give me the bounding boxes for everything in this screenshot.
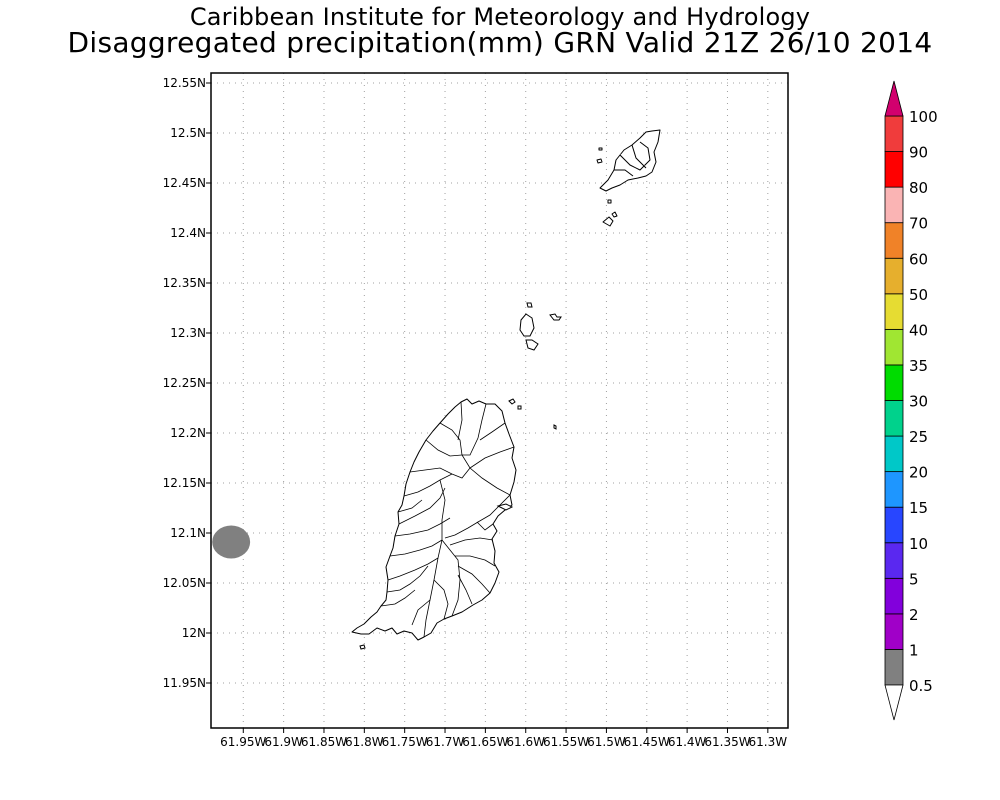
lon-tick-label: 61.6W xyxy=(506,735,545,749)
colorbar-label: 80 xyxy=(909,179,928,197)
lon-tick-label: 61.95W xyxy=(220,735,266,749)
colorbar-label: 40 xyxy=(909,321,928,339)
colorbar-label: 70 xyxy=(909,215,928,233)
colorbar-label: 10 xyxy=(909,535,928,553)
colorbar-label: 30 xyxy=(909,393,928,411)
lon-tick-label: 61.85W xyxy=(301,735,347,749)
lat-tick-label: 12.3N xyxy=(170,326,206,340)
latitude-axis: 12.55N 12.5N 12.45N 12.4N 12.35N 12.3N 12.25N 1… xyxy=(163,76,211,690)
colorbar-swatch xyxy=(884,257,904,295)
colorbar-swatch xyxy=(884,435,904,473)
lat-tick-label: 12.15N xyxy=(163,476,206,490)
lat-tick-label: 11.95N xyxy=(163,676,206,690)
colorbar-swatch xyxy=(884,400,904,437)
grenada-island xyxy=(351,398,517,641)
lon-tick-label: 61.35W xyxy=(704,735,750,749)
lat-tick-label: 12.35N xyxy=(163,276,206,290)
colorbar-swatch xyxy=(884,506,904,544)
colorbar-swatch xyxy=(884,649,904,686)
colorbar-swatch xyxy=(884,577,904,615)
precip-area xyxy=(212,525,251,559)
lon-tick-label: 61.3W xyxy=(749,735,788,749)
colorbar-label: 5 xyxy=(909,570,919,588)
colorbar-swatch xyxy=(884,471,904,508)
plot-frame xyxy=(210,72,789,729)
chart-title: Caribbean Institute for Meteorology and … xyxy=(189,3,811,31)
colorbar-label: 60 xyxy=(909,250,928,268)
colorbar-swatch xyxy=(884,222,904,259)
lat-tick-label: 12.4N xyxy=(170,226,206,240)
grenada-islets xyxy=(359,398,557,650)
colorbar-swatch xyxy=(884,542,904,579)
lon-tick-label: 61.7W xyxy=(426,735,465,749)
lat-tick-label: 12.45N xyxy=(163,176,206,190)
lon-tick-label: 61.8W xyxy=(345,735,384,749)
colorbar-label: 2 xyxy=(909,606,919,624)
colorbar-label: 25 xyxy=(909,428,928,446)
colorbar-swatch xyxy=(884,115,904,152)
middle-islets xyxy=(519,302,562,351)
colorbar-label: 20 xyxy=(909,464,928,482)
chart-subtitle: Disaggregated precipitation(mm) GRN Vali… xyxy=(67,26,933,59)
lat-tick-label: 12.25N xyxy=(163,376,206,390)
lon-tick-label: 61.4W xyxy=(668,735,707,749)
colorbar-label: 90 xyxy=(909,144,928,162)
grid-lines xyxy=(211,73,788,728)
colorbar-swatch xyxy=(884,328,904,366)
grenada-boundaries xyxy=(380,401,515,638)
colorbar-swatch xyxy=(884,186,904,224)
colorbar-label: 50 xyxy=(909,286,928,304)
lat-tick-label: 12.1N xyxy=(170,526,206,540)
colorbar-label: 1 xyxy=(909,641,919,659)
lat-tick-label: 12.5N xyxy=(170,126,206,140)
carriacou-island xyxy=(596,129,661,227)
lon-tick-label: 61.75W xyxy=(382,735,428,749)
colorbar-label: 0.5 xyxy=(909,677,933,695)
precipitation-layer xyxy=(212,525,251,559)
colorbar-swatch xyxy=(884,151,904,188)
longitude-axis: 61.95W61.9W61.85W61.8W61.75W61.7W61.65W6… xyxy=(220,728,787,749)
colorbar-swatch xyxy=(884,613,904,650)
lon-tick-label: 61.9W xyxy=(264,735,303,749)
colorbar-lower-arrow xyxy=(884,684,904,721)
colorbar-swatch xyxy=(884,293,904,330)
colorbar-label: 35 xyxy=(909,357,928,375)
lon-tick-label: 61.65W xyxy=(462,735,508,749)
colorbar-label: 15 xyxy=(909,499,928,517)
lat-tick-label: 12.05N xyxy=(163,576,206,590)
colorbar-label: 100 xyxy=(909,108,938,126)
lat-tick-label: 12.2N xyxy=(170,426,206,440)
colorbar-upper-arrow xyxy=(884,80,904,117)
land-layer xyxy=(351,129,661,650)
lat-tick-label: 12N xyxy=(182,626,206,640)
lon-tick-label: 61.55W xyxy=(543,735,589,749)
lon-tick-label: 61.5W xyxy=(587,735,626,749)
colorbar-swatch xyxy=(884,364,904,401)
lat-tick-label: 12.55N xyxy=(163,76,206,90)
lon-tick-label: 61.45W xyxy=(624,735,670,749)
